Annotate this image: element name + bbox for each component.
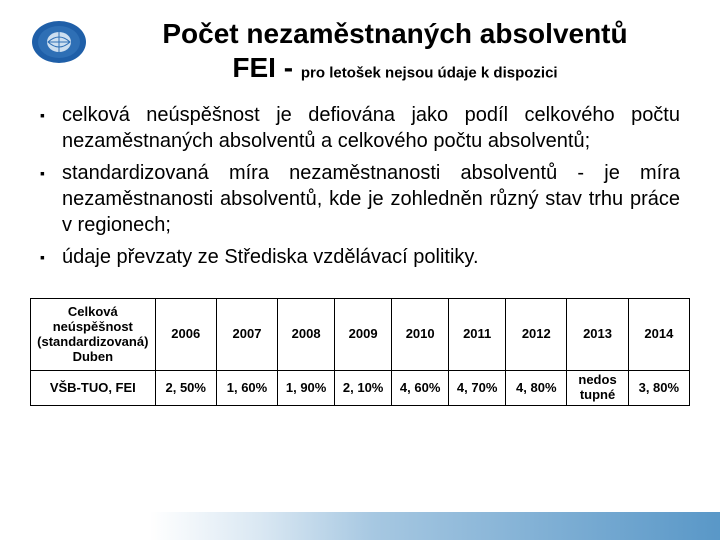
table-header-year: 2014	[628, 299, 689, 371]
list-item: ▪ standardizovaná míra nezaměstnanosti a…	[40, 160, 680, 238]
table-cell: 2, 50%	[155, 371, 216, 406]
bullet-icon: ▪	[40, 244, 62, 270]
table-cell: 4, 70%	[449, 371, 506, 406]
bullet-text: údaje převzaty ze Střediska vzdělávací p…	[62, 244, 680, 270]
table-cell: 3, 80%	[628, 371, 689, 406]
table-header-year: 2013	[567, 299, 628, 371]
table-row: Celková neúspěšnost (standardizovaná) Du…	[31, 299, 690, 371]
title-note: pro letošek nejsou údaje k dispozici	[301, 64, 558, 81]
data-table: Celková neúspěšnost (standardizovaná) Du…	[30, 298, 690, 406]
table-cell: 1, 60%	[216, 371, 277, 406]
table-header-year: 2006	[155, 299, 216, 371]
table-header-year: 2011	[449, 299, 506, 371]
title-block: Počet nezaměstnaných absolventů FEI - pr…	[100, 18, 690, 84]
university-logo	[30, 18, 88, 66]
table-header-year: 2008	[278, 299, 335, 371]
table-header-rowhead: Celková neúspěšnost (standardizovaná) Du…	[31, 299, 156, 371]
slide: Počet nezaměstnaných absolventů FEI - pr…	[0, 0, 720, 540]
table-cell: 4, 80%	[506, 371, 567, 406]
table-cell: 1, 90%	[278, 371, 335, 406]
title-line1: Počet nezaměstnaných absolventů	[100, 18, 690, 50]
table-row: VŠB-TUO, FEI 2, 50% 1, 60% 1, 90% 2, 10%…	[31, 371, 690, 406]
table-header-year: 2009	[335, 299, 392, 371]
bullet-list: ▪ celková neúspěšnost je defiována jako …	[40, 102, 680, 270]
title-prefix: FEI -	[232, 52, 300, 83]
table-header-year: 2010	[392, 299, 449, 371]
table-header-year: 2012	[506, 299, 567, 371]
table-cell: 2, 10%	[335, 371, 392, 406]
table-cell: 4, 60%	[392, 371, 449, 406]
list-item: ▪ údaje převzaty ze Střediska vzdělávací…	[40, 244, 680, 270]
footer-decoration	[0, 512, 720, 540]
title-line2: FEI - pro letošek nejsou údaje k dispozi…	[100, 52, 690, 84]
list-item: ▪ celková neúspěšnost je defiována jako …	[40, 102, 680, 154]
table-header-year: 2007	[216, 299, 277, 371]
bullet-text: celková neúspěšnost je defiována jako po…	[62, 102, 680, 154]
bullet-icon: ▪	[40, 102, 62, 154]
table-cell: nedos tupné	[567, 371, 628, 406]
table-data-rowhead: VŠB-TUO, FEI	[31, 371, 156, 406]
bullet-icon: ▪	[40, 160, 62, 238]
bullet-text: standardizovaná míra nezaměstnanosti abs…	[62, 160, 680, 238]
header: Počet nezaměstnaných absolventů FEI - pr…	[30, 18, 690, 84]
